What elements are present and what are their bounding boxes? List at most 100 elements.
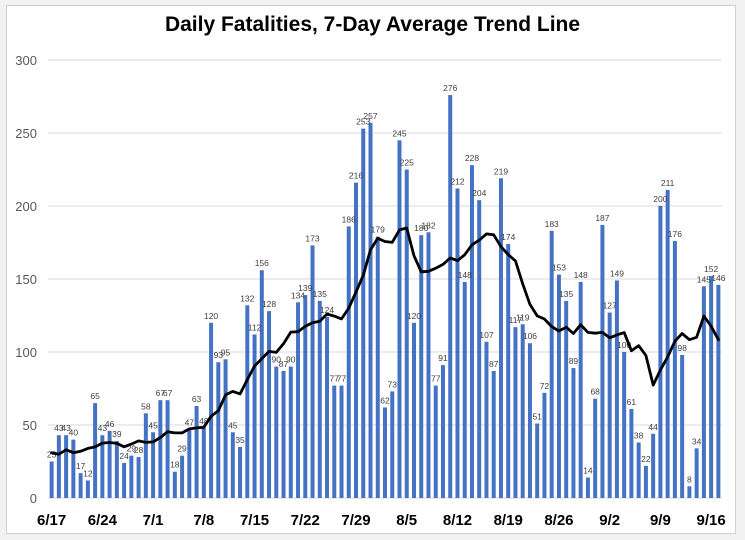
bar <box>535 423 540 498</box>
bar-data-label: 253 <box>356 117 370 127</box>
bar <box>614 280 619 498</box>
bar <box>498 178 503 498</box>
bar <box>643 465 648 498</box>
bar <box>571 368 576 498</box>
bar <box>433 385 438 498</box>
y-tick-label: 100 <box>15 345 37 360</box>
bar-data-label: 187 <box>595 213 609 223</box>
bar-data-label: 135 <box>559 289 573 299</box>
x-tick-label: 9/16 <box>697 512 726 529</box>
bar <box>71 439 76 498</box>
y-tick-label: 0 <box>30 491 37 506</box>
bar-data-label: 139 <box>298 283 312 293</box>
x-tick-label: 8/19 <box>494 512 523 529</box>
bar <box>100 435 105 498</box>
bar-data-label: 156 <box>255 258 269 268</box>
bar-data-label: 77 <box>431 374 441 384</box>
x-axis: 6/17 6/24 7/1 7/8 7/15 7/22 7/29 8/5 8/12 8/19 8/2… <box>37 512 726 529</box>
bar-data-label: 211 <box>661 178 675 188</box>
x-tick-label: 7/29 <box>341 512 370 529</box>
bar-data-label: 67 <box>156 388 166 398</box>
x-tick-label: 8/26 <box>544 512 573 529</box>
bar-data-label: 38 <box>634 431 644 441</box>
bar-data-label: 216 <box>349 171 363 181</box>
bar <box>310 245 315 498</box>
bar <box>361 128 366 498</box>
bar <box>564 300 569 498</box>
bar-data-label: 68 <box>590 387 600 397</box>
bar-data-label: 176 <box>668 229 682 239</box>
bar-data-label: 148 <box>574 270 588 280</box>
bar <box>527 343 532 498</box>
bar-data-label: 98 <box>677 343 687 353</box>
bar-data-label: 51 <box>532 412 542 422</box>
y-tick-label: 200 <box>15 199 37 214</box>
bar-data-label: 127 <box>603 301 617 311</box>
bar <box>346 226 351 498</box>
bar-data-label: 135 <box>313 289 327 299</box>
bar <box>158 400 163 498</box>
bar-data-label: 179 <box>371 225 385 235</box>
bar <box>578 281 583 498</box>
chart-title: Daily Fatalities, 7-Day Average Trend Li… <box>164 13 581 36</box>
bar <box>585 477 590 498</box>
bar <box>440 365 445 498</box>
bar-data-label: 225 <box>400 158 414 168</box>
bar-data-label: 204 <box>472 188 486 198</box>
bar-data-label: 48 <box>199 416 209 426</box>
y-axis: 0 50 100 150 200 250 300 <box>15 53 37 506</box>
bar <box>600 224 605 499</box>
bar-data-label: 200 <box>653 194 667 204</box>
bar <box>607 312 612 498</box>
bar-data-label: 89 <box>569 356 579 366</box>
bar-data-label: 119 <box>516 312 530 322</box>
x-tick-label: 7/15 <box>240 512 269 529</box>
bar-data-label: 87 <box>489 359 499 369</box>
bar-data-label: 39 <box>112 429 122 439</box>
trend-line-series <box>50 226 720 456</box>
bar <box>129 455 134 498</box>
bar <box>694 448 699 498</box>
bar <box>622 352 627 498</box>
bar <box>629 408 634 498</box>
bar <box>419 235 424 498</box>
x-tick-label: 6/24 <box>88 512 118 529</box>
data-labels: 2543434017126543463924292858456767182947… <box>47 83 726 484</box>
bar-data-label: 106 <box>523 331 537 341</box>
x-tick-label: 7/8 <box>193 512 214 529</box>
bar-data-label: 8 <box>687 474 692 484</box>
bar-data-label: 219 <box>494 166 508 176</box>
x-tick-label: 6/17 <box>37 512 66 529</box>
bar-data-label: 212 <box>450 176 464 186</box>
bar-data-label: 43 <box>61 423 71 433</box>
bar <box>288 366 293 498</box>
y-tick-label: 250 <box>15 126 37 141</box>
bar <box>317 300 322 498</box>
bar-data-label: 128 <box>262 299 276 309</box>
bar <box>56 435 61 498</box>
bar <box>267 311 272 498</box>
bar <box>223 359 228 498</box>
bar <box>259 270 264 498</box>
bar-data-label: 180 <box>414 223 428 233</box>
bar-data-label: 73 <box>388 379 398 389</box>
x-tick-label: 7/22 <box>291 512 320 529</box>
bar <box>143 413 148 498</box>
bar-data-label: 29 <box>127 444 137 454</box>
bar <box>354 182 359 498</box>
bar-data-label: 124 <box>320 305 334 315</box>
bar <box>462 281 467 498</box>
bar-data-label: 132 <box>240 293 254 303</box>
y-tick-label: 150 <box>15 272 37 287</box>
bar-data-label: 43 <box>54 423 64 433</box>
bar-data-label: 45 <box>228 420 238 430</box>
bar-data-label: 46 <box>105 419 115 429</box>
bar <box>680 354 685 498</box>
y-tick-label: 300 <box>15 53 37 68</box>
bar-data-label: 120 <box>204 311 218 321</box>
bar-data-label: 145 <box>697 274 711 284</box>
bar-data-label: 25 <box>47 450 57 460</box>
bar-data-label: 93 <box>214 350 224 360</box>
bar <box>252 334 257 498</box>
